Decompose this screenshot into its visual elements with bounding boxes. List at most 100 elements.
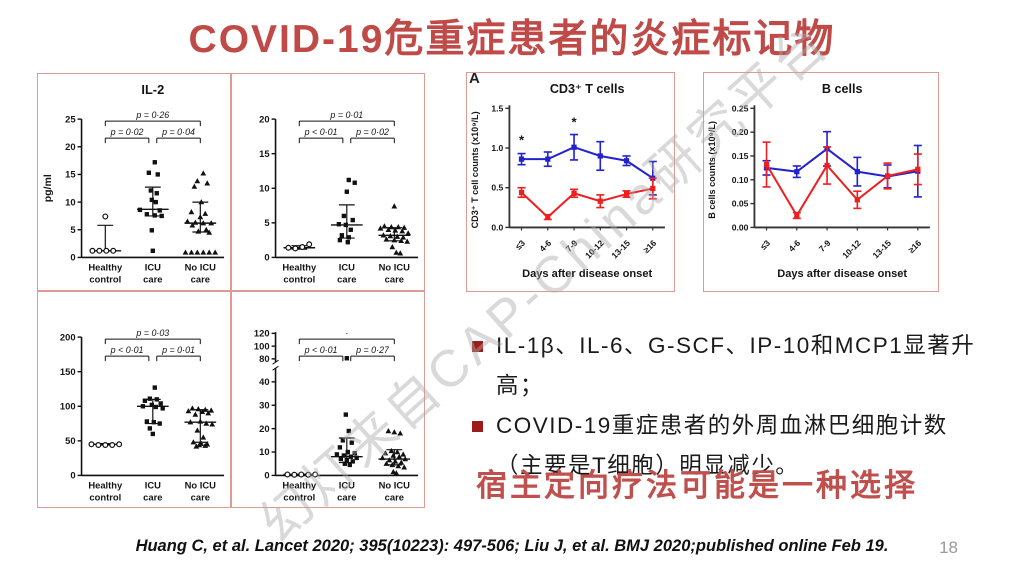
- svg-text:0.05: 0.05: [732, 199, 749, 209]
- scatter-panel-2: 0 5 10 15 20 Healthy control ICU care No ICU care p…: [231, 73, 425, 291]
- svg-text:·: ·: [345, 328, 348, 338]
- svg-text:50: 50: [65, 436, 75, 447]
- citation-text: Huang C, et al. Lancet 2020; 395(10223):…: [135, 537, 889, 555]
- svg-text:10-12: 10-12: [583, 238, 606, 261]
- svg-text:B cells: B cells: [822, 82, 863, 96]
- conclusion-text: 宿主定向疗法可能是一种选择: [476, 468, 918, 503]
- svg-text:p = 0·01: p = 0·01: [329, 110, 363, 120]
- scatter-panel-il2: 0 5 10 15 20 25 IL-2 pg/ml Healthy control ICU care…: [37, 73, 231, 291]
- svg-text:25: 25: [65, 114, 75, 125]
- svg-text:p = 0·01: p = 0·01: [161, 345, 195, 355]
- svg-text:care: care: [385, 492, 404, 503]
- bullet-square-icon: [472, 341, 483, 352]
- svg-text:Healthy: Healthy: [88, 480, 123, 491]
- svg-text:*: *: [571, 114, 577, 129]
- svg-text:80: 80: [259, 354, 269, 365]
- il2-scatter-chart: 0510152025IL-2pg/mlHealthycontrolICUcare…: [43, 82, 225, 286]
- bullet-text-2: COVID-19重症患者的外周血淋巴细胞计数 （主要是T细胞）明显减少。: [496, 406, 948, 486]
- svg-text:Days after disease onset: Days after disease onset: [522, 268, 652, 280]
- bullet-square-icon: [472, 421, 483, 432]
- svg-text:p < 0·01: p < 0·01: [304, 127, 338, 137]
- cytokine-scatter-grid: 0 5 10 15 20 25 IL-2 pg/ml Healthy control ICU care…: [37, 73, 425, 508]
- svg-text:5: 5: [264, 218, 269, 229]
- svg-text:40: 40: [259, 377, 269, 388]
- svg-text:15: 15: [65, 170, 75, 181]
- svg-text:ICU: ICU: [339, 480, 355, 491]
- svg-text:Healthy: Healthy: [282, 262, 317, 273]
- svg-text:0.10: 0.10: [732, 175, 749, 185]
- scatter-panel-3: 0 50 100 150 200 Healthy control ICU care No ICU c…: [37, 290, 231, 508]
- svg-text:No ICU: No ICU: [185, 262, 216, 273]
- svg-text:4-6: 4-6: [537, 238, 553, 254]
- svg-text:≤3: ≤3: [513, 238, 527, 252]
- svg-text:care: care: [143, 274, 162, 285]
- svg-text:20: 20: [65, 142, 75, 153]
- svg-text:0.20: 0.20: [732, 127, 749, 137]
- bullet-list: IL-1β、IL-6、G-SCF、IP-10和MCP1显著升高； COVID-1…: [472, 326, 1017, 486]
- svg-text:7-9: 7-9: [564, 238, 580, 254]
- svg-text:B cells counts (x10⁹/L): B cells counts (x10⁹/L): [707, 121, 717, 219]
- svg-text:control: control: [89, 274, 121, 285]
- svg-text:p = 0·03: p = 0·03: [135, 328, 169, 338]
- svg-text:No ICU: No ICU: [379, 480, 410, 491]
- svg-text:p < 0·01: p < 0·01: [110, 345, 144, 355]
- svg-text:200: 200: [60, 332, 76, 343]
- svg-text:13-15: 13-15: [609, 238, 632, 261]
- svg-text:control: control: [89, 492, 121, 503]
- svg-text:100: 100: [60, 401, 76, 412]
- svg-text:30: 30: [259, 400, 269, 411]
- cd3-tcells-panel: A 0.0 0.5 1.0 1.5 CD3⁺ T cells CD3⁺ T cell co…: [466, 70, 675, 292]
- svg-text:0.0: 0.0: [491, 222, 503, 232]
- bcells-panel: 0.00 0.05 0.10 0.15 0.20 0.25 B cells B cells c…: [703, 72, 939, 292]
- svg-text:1.5: 1.5: [491, 103, 503, 113]
- svg-text:0.15: 0.15: [732, 151, 749, 161]
- svg-text:13-15: 13-15: [870, 238, 893, 261]
- svg-text:120: 120: [254, 328, 270, 339]
- svg-text:7-9: 7-9: [817, 238, 833, 254]
- svg-text:care: care: [385, 274, 404, 285]
- svg-text:care: care: [143, 492, 162, 503]
- svg-text:0.00: 0.00: [732, 222, 749, 232]
- svg-text:care: care: [191, 274, 210, 285]
- svg-text:10: 10: [65, 197, 75, 208]
- slide-title: COVID-19危重症患者的炎症标记物: [188, 18, 836, 61]
- svg-text:pg/ml: pg/ml: [43, 174, 54, 202]
- svg-text:control: control: [283, 274, 315, 285]
- svg-text:p = 0·26: p = 0·26: [135, 110, 169, 120]
- svg-text:0: 0: [264, 470, 269, 481]
- svg-text:≥16: ≥16: [906, 238, 923, 255]
- svg-text:No ICU: No ICU: [379, 262, 410, 273]
- svg-text:ICU: ICU: [339, 262, 355, 273]
- svg-text:0.5: 0.5: [491, 183, 503, 193]
- svg-text:4-6: 4-6: [786, 238, 802, 254]
- svg-text:*: *: [519, 133, 525, 148]
- svg-text:10: 10: [259, 183, 269, 194]
- svg-text:0.25: 0.25: [732, 103, 749, 113]
- svg-text:control: control: [283, 492, 315, 503]
- svg-text:p = 0·27: p = 0·27: [355, 345, 390, 355]
- svg-text:Days after disease onset: Days after disease onset: [777, 268, 907, 280]
- svg-text:20: 20: [259, 114, 269, 125]
- svg-text:care: care: [191, 492, 210, 503]
- scatter-panel-4: 0 10 20 30 40 80 100 120 Healthy control ICU care No…: [231, 290, 425, 508]
- bullet-item-2: COVID-19重症患者的外周血淋巴细胞计数 （主要是T细胞）明显减少。: [472, 406, 1017, 486]
- svg-text:10: 10: [259, 447, 269, 458]
- svg-text:Healthy: Healthy: [88, 262, 123, 273]
- svg-text:100: 100: [254, 341, 270, 352]
- svg-text:≤3: ≤3: [758, 238, 772, 252]
- panel-a-label: A: [469, 70, 480, 87]
- svg-text:0: 0: [70, 470, 75, 481]
- svg-text:CD3⁺ T cells: CD3⁺ T cells: [550, 82, 625, 96]
- bcells-line-chart: 0.00 0.05 0.10 0.15 0.20 0.25 B cells B cells c…: [707, 82, 930, 280]
- svg-text:10-12: 10-12: [840, 238, 863, 261]
- svg-text:p = 0·02: p = 0·02: [355, 127, 389, 137]
- svg-text:0: 0: [264, 253, 269, 264]
- bullet-item-1: IL-1β、IL-6、G-SCF、IP-10和MCP1显著升高；: [472, 326, 1017, 406]
- bullet-text-1: IL-1β、IL-6、G-SCF、IP-10和MCP1显著升高；: [496, 333, 976, 398]
- svg-text:150: 150: [60, 366, 76, 377]
- svg-text:No ICU: No ICU: [185, 480, 216, 491]
- svg-text:care: care: [337, 274, 356, 285]
